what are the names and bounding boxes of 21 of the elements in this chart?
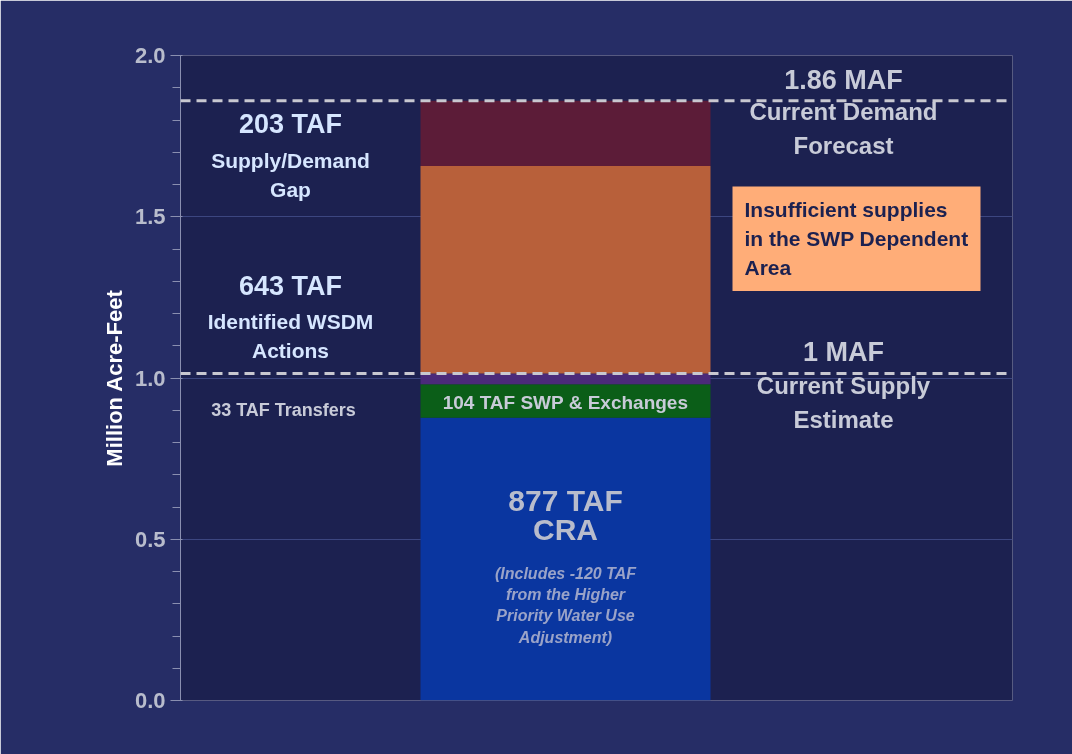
annotation: Insufficient supplies in the SWP Dependent Area <box>744 198 969 279</box>
annotation: 33 TAF Transfers <box>211 399 356 420</box>
ref-line-label: 1 MAF <box>803 337 884 368</box>
y-axis-title: Million Acre-Feet <box>101 289 127 467</box>
y-tick-label: 0.0 <box>134 688 166 713</box>
ref-line-label: 1.86 MAF <box>784 64 903 95</box>
annotation: (Includes -120 TAF from the Higher Priority Water Use Adjustment) <box>494 564 638 646</box>
annotation: Supply/Demand Gap <box>211 148 370 201</box>
y-tick-label: 1.5 <box>134 204 166 230</box>
y-tick-label: 1.0 <box>134 365 166 391</box>
annotation: Current Demand Forecast <box>749 97 938 159</box>
annotation: 643 TAF <box>238 270 343 301</box>
annotation: 203 TAF <box>238 109 343 140</box>
y-tick-label: 0.5 <box>134 526 166 552</box>
bar <box>420 166 711 374</box>
bar <box>420 100 711 167</box>
annotation: 104 TAF SWP & Exchanges <box>442 392 688 414</box>
annotation: Current Supply Estimate <box>756 372 931 433</box>
bar <box>420 417 711 701</box>
y-tick-label: 2.0 <box>134 43 166 68</box>
annotation: Identified WSDM Actions <box>207 310 374 362</box>
